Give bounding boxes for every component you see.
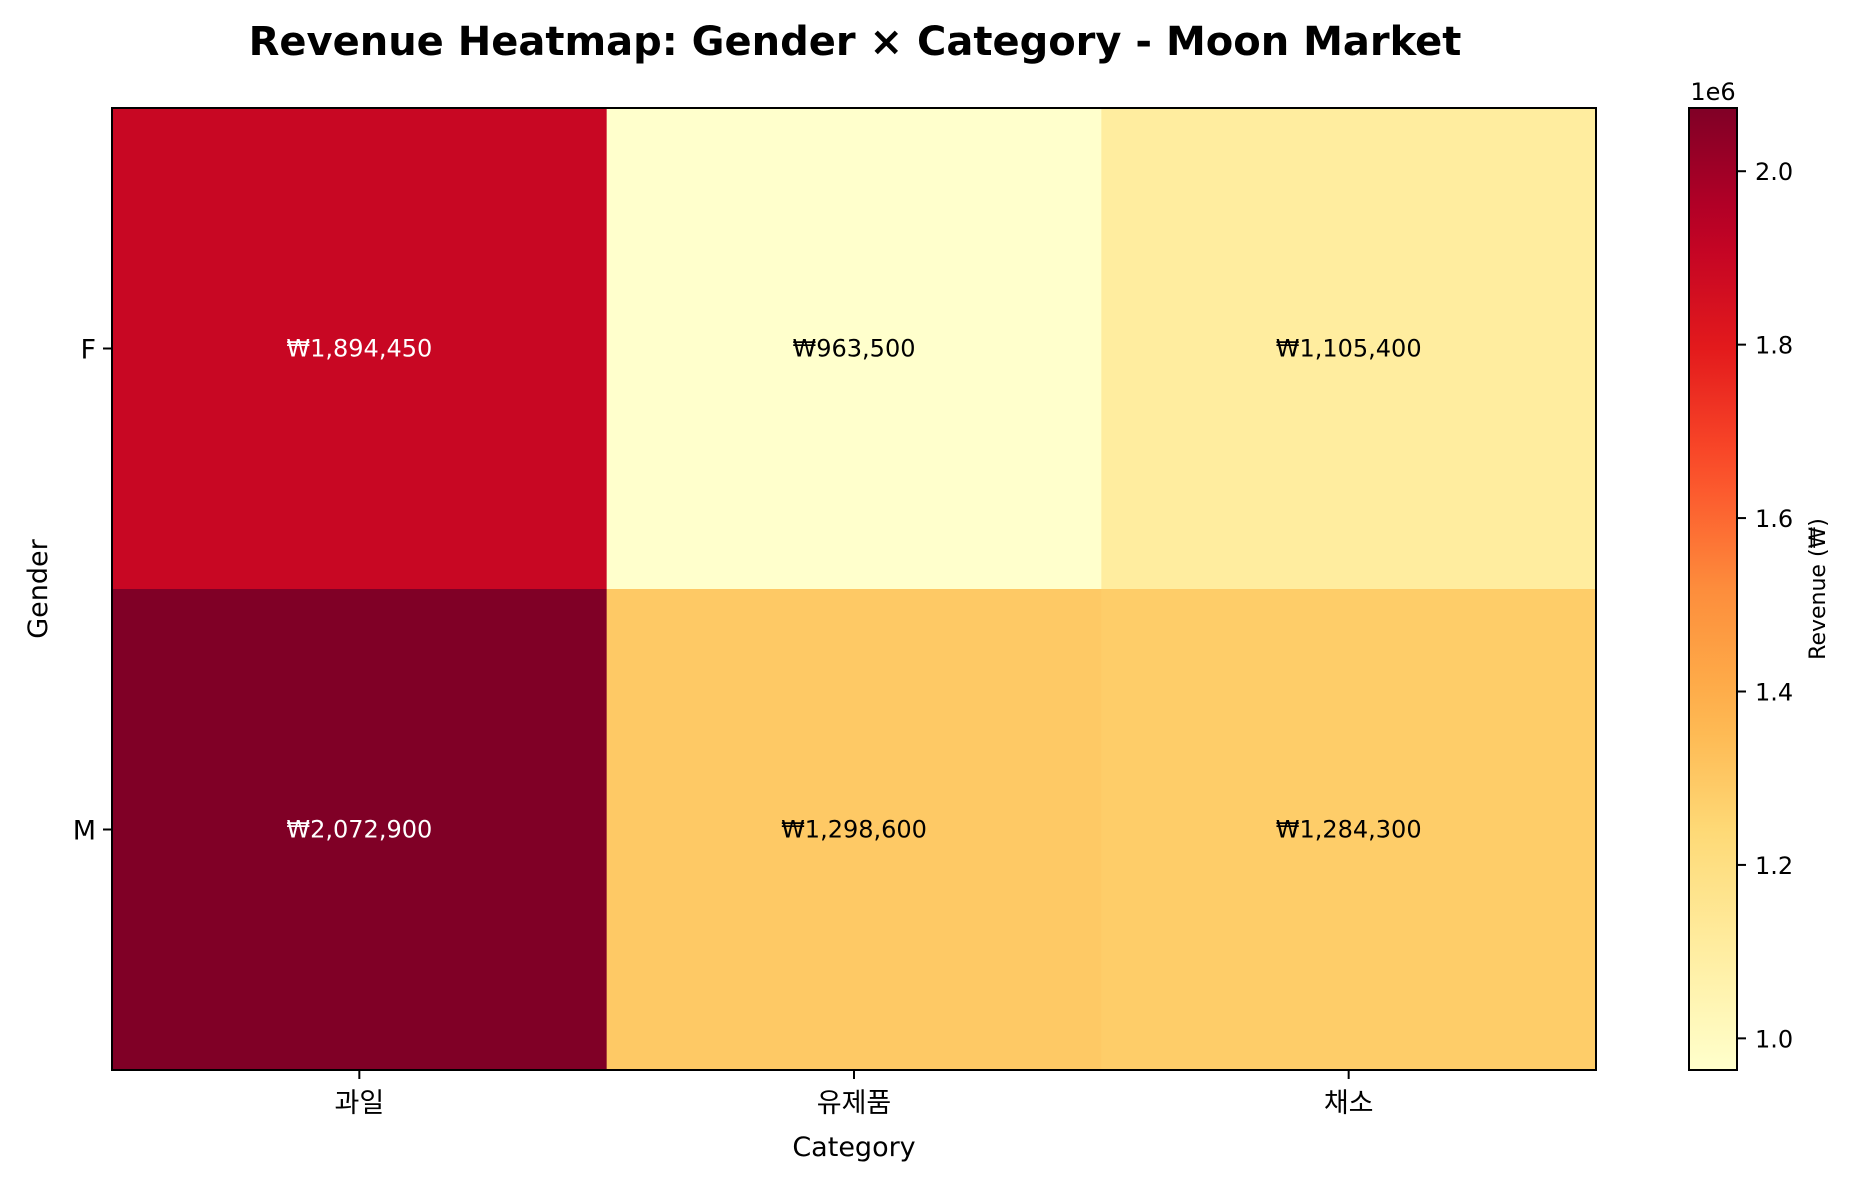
y-axis-label: Gender — [23, 538, 54, 638]
y-tick-label: F — [80, 335, 96, 366]
x-tick-label: 과일 — [334, 1088, 384, 1119]
colorbar-label: Revenue (₩) — [1806, 518, 1831, 660]
colorbar-tick-label: 1.2 — [1755, 852, 1793, 880]
chart-title: Revenue Heatmap: Gender × Category - Moo… — [249, 19, 1462, 65]
colorbar-offset-label: 1e6 — [1690, 78, 1735, 106]
colorbar-ticks: 1.0 1.2 1.4 1.6 1.8 2.0 — [1737, 158, 1793, 1053]
heatmap-cell — [1101, 589, 1597, 1071]
colorbar-tick-label: 2.0 — [1755, 158, 1793, 186]
colorbar-tick-label: 1.6 — [1755, 505, 1793, 533]
heatmap-cell — [112, 589, 608, 1071]
heatmap-cells — [112, 108, 1597, 1071]
x-axis-ticks: 과일 유제품 채소 — [334, 1070, 1374, 1119]
heatmap-cell-labels: ₩1,894,450 ₩963,500 ₩1,105,400 ₩2,072,900 ₩1… — [286, 335, 1421, 844]
heatmap-cell — [1101, 108, 1597, 590]
x-axis-label: Category — [792, 1132, 915, 1163]
heatmap-cell-label: ₩963,500 — [793, 335, 916, 363]
heatmap-cell — [112, 108, 608, 590]
heatmap-cell-label: ₩1,298,600 — [781, 816, 927, 844]
colorbar-tick-label: 1.4 — [1755, 678, 1793, 706]
colorbar-tick-label: 1.8 — [1755, 332, 1793, 360]
colorbar — [1688, 107, 1738, 1071]
x-tick-label: 유제품 — [817, 1088, 892, 1119]
y-axis-ticks: FM — [73, 335, 112, 847]
heatmap-cell-label: ₩1,105,400 — [1276, 335, 1422, 363]
colorbar-tick-label: 1.0 — [1755, 1025, 1793, 1053]
heatmap-cell-label: ₩1,284,300 — [1276, 816, 1422, 844]
x-tick-label: 채소 — [1324, 1088, 1374, 1119]
y-tick-label: M — [73, 816, 96, 847]
heatmap-cell — [606, 589, 1102, 1071]
heatmap-cell-label: ₩2,072,900 — [286, 816, 432, 844]
heatmap-cell-label: ₩1,894,450 — [286, 335, 432, 363]
heatmap-cell — [606, 108, 1102, 590]
